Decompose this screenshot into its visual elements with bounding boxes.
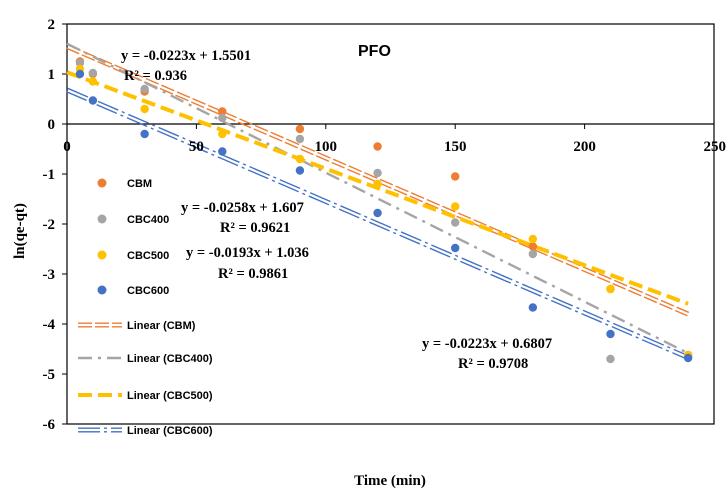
y-tick-label: 1 <box>48 67 56 83</box>
point-cbc400-5 <box>373 168 382 178</box>
legend-line-4 <box>78 427 122 433</box>
trendline-4 <box>66 87 690 360</box>
legend-label-cbc500: CBC500 <box>127 250 169 262</box>
legend-label-cbm: CBM <box>127 178 152 190</box>
legend-label-cbc600: CBC600 <box>127 285 169 297</box>
point-cbc600-5 <box>373 208 382 218</box>
y-tick-label: -5 <box>43 367 56 383</box>
legend-marker-cbc600 <box>97 285 107 295</box>
chart-title: PFO <box>358 43 391 60</box>
point-cbm-5 <box>373 142 382 151</box>
point-cbc600-8 <box>606 329 615 339</box>
y-axis-title: ln(qe-qt) <box>12 203 28 259</box>
x-tick-label: 0 <box>63 139 71 155</box>
point-cbc600-0 <box>75 69 85 79</box>
x-tick-label: 50 <box>189 139 204 155</box>
r2-cbm: R² = 0.936 <box>124 68 187 84</box>
y-tick-label: -4 <box>43 317 56 333</box>
legend-marker-cbc500 <box>97 250 107 260</box>
y-tick-label: -3 <box>43 267 56 283</box>
point-cbc500-4 <box>295 154 305 164</box>
point-cbc500-2 <box>140 104 149 114</box>
legend-line-1 <box>78 322 122 328</box>
point-cbc500-7 <box>528 234 538 244</box>
trendline-2 <box>66 42 689 355</box>
point-cbc500-5 <box>373 179 382 189</box>
legend-label-cbc400: CBC400 <box>127 214 169 226</box>
trendline-4-b <box>67 87 690 357</box>
point-cbc500-8 <box>606 284 615 294</box>
point-cbc400-6 <box>451 218 460 227</box>
x-axis-title: Time (min) <box>354 473 426 489</box>
point-cbc400-7 <box>528 249 538 259</box>
y-tick-label: -1 <box>43 167 56 183</box>
legend-label-trend-2: Linear (CBC400) <box>127 353 213 365</box>
point-cbm-4 <box>295 124 305 134</box>
legend-marker-cbc400 <box>97 214 107 224</box>
trendline-1 <box>66 44 690 317</box>
equation-cbc400: y = -0.0258x + 1.607 <box>181 200 304 216</box>
x-tick-label: 200 <box>573 139 596 155</box>
y-tick-label: 0 <box>48 117 56 133</box>
point-cbc600-6 <box>451 243 460 253</box>
legend-marker-cbm <box>97 178 107 188</box>
point-cbm-3 <box>218 107 227 116</box>
point-cbc400-3 <box>218 113 227 123</box>
y-tick-label: -6 <box>43 417 56 433</box>
point-cbm-6 <box>451 172 460 181</box>
r2-cbc500: R² = 0.9861 <box>218 266 288 282</box>
x-tick-label: 250 <box>704 139 727 155</box>
equation-cbm: y = -0.0223x + 1.5501 <box>121 48 251 64</box>
trendline-1-a <box>66 47 688 317</box>
point-cbc600-9 <box>683 353 693 363</box>
point-cbc400-1 <box>88 68 98 78</box>
point-cbm-7 <box>528 242 538 251</box>
point-cbc600-2 <box>140 129 149 139</box>
legend-label-trend-3: Linear (CBC500) <box>127 390 213 402</box>
trendline-1-b <box>67 44 690 314</box>
y-tick-label: 2 <box>48 17 56 33</box>
point-cbc400-0 <box>75 58 85 68</box>
legend-label-trend-1: Linear (CBM) <box>127 320 196 332</box>
point-cbc600-7 <box>528 303 538 312</box>
trendline-4-a <box>66 90 688 360</box>
plot-area <box>62 23 715 425</box>
point-cbc400-8 <box>606 354 615 364</box>
point-cbc500-1 <box>88 77 98 86</box>
equation-cbc600: y = -0.0223x + 0.6807 <box>422 336 552 352</box>
legend-label-trend-4: Linear (CBC600) <box>127 425 213 437</box>
equation-cbc500: y = -0.0193x + 1.036 <box>186 245 309 261</box>
point-cbc600-1 <box>88 96 98 105</box>
x-tick-label: 100 <box>315 139 338 155</box>
y-tick-label: -2 <box>43 217 56 233</box>
point-cbc500-6 <box>451 202 460 211</box>
point-cbc500-3 <box>218 129 227 139</box>
point-cbc600-4 <box>295 166 305 175</box>
annotations: PFO y = -0.0223x + 1.5501 R² = 0.936 y =… <box>121 43 552 372</box>
x-tick-label: 150 <box>444 139 467 155</box>
r2-cbc400: R² = 0.9621 <box>220 220 290 236</box>
point-cbc400-2 <box>140 84 149 94</box>
point-cbc600-3 <box>218 147 227 156</box>
point-cbc400-4 <box>295 134 305 144</box>
axis-text: Time (min) ln(qe-qt) 2 1 0 -1 -2 -3 -4 -5 -6 0 50 1… <box>12 17 726 489</box>
legend: CBM CBC400 CBC500 CBC600 Linear (CBM) Linear … <box>78 178 213 437</box>
r2-cbc600: R² = 0.9708 <box>458 356 528 372</box>
